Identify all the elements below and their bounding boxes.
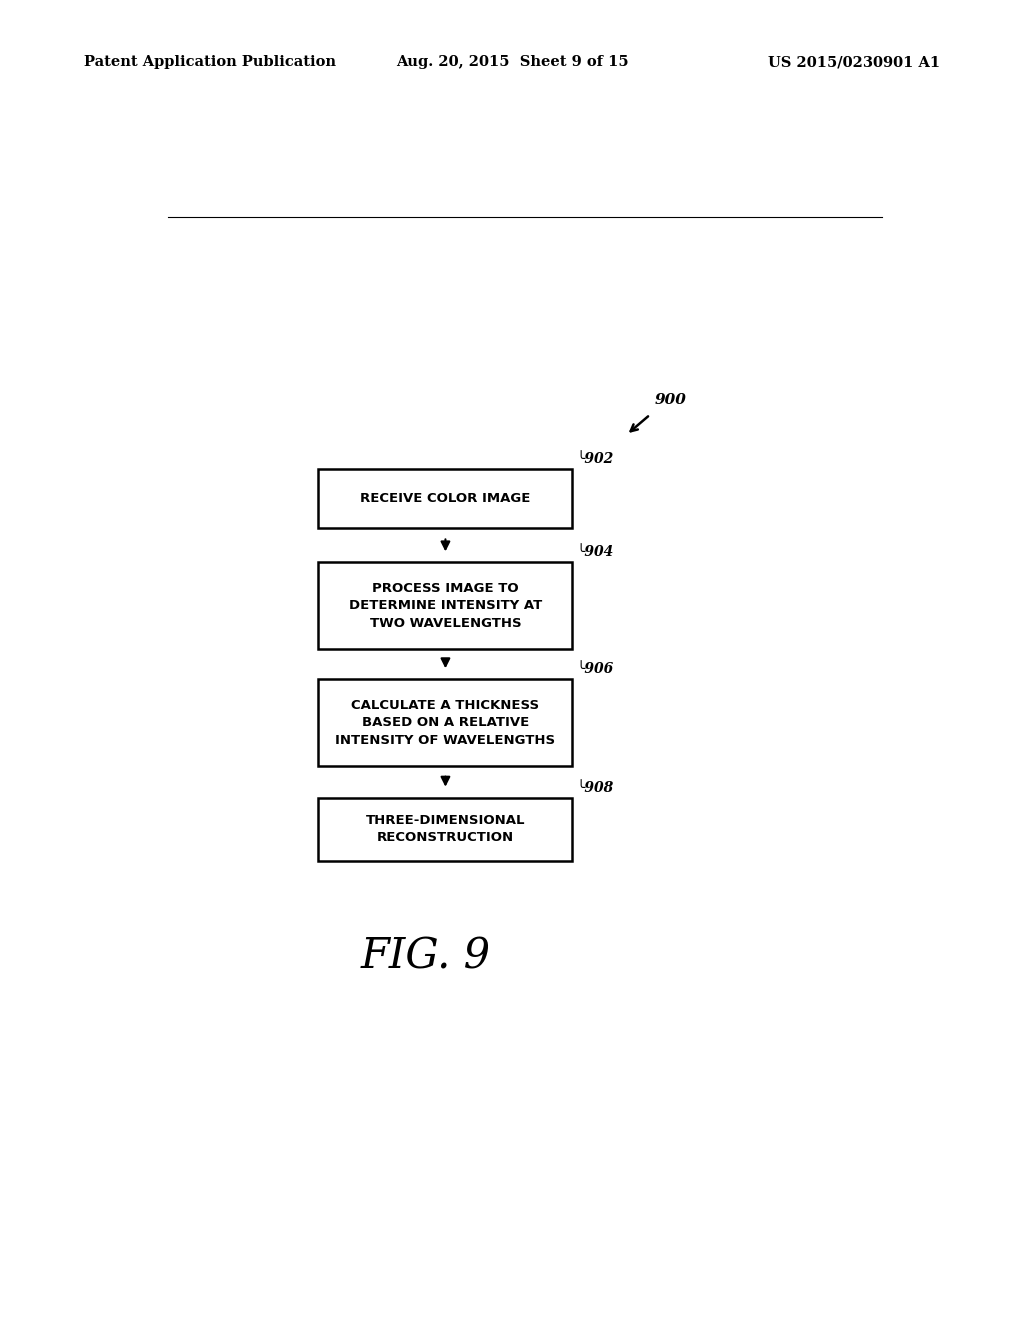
- Text: THREE-DIMENSIONAL
RECONSTRUCTION: THREE-DIMENSIONAL RECONSTRUCTION: [366, 814, 525, 845]
- Bar: [318, 562, 572, 649]
- Text: Patent Application Publication: Patent Application Publication: [84, 55, 336, 70]
- Text: ╰902: ╰902: [577, 453, 613, 466]
- Text: US 2015/0230901 A1: US 2015/0230901 A1: [768, 55, 940, 70]
- Text: FIG. 9: FIG. 9: [360, 936, 490, 977]
- Bar: [318, 797, 572, 861]
- Text: 900: 900: [654, 393, 686, 408]
- Bar: [318, 470, 572, 528]
- Text: Aug. 20, 2015  Sheet 9 of 15: Aug. 20, 2015 Sheet 9 of 15: [395, 55, 629, 70]
- Text: CALCULATE A THICKNESS
BASED ON A RELATIVE
INTENSITY OF WAVELENGTHS: CALCULATE A THICKNESS BASED ON A RELATIV…: [336, 698, 555, 747]
- Bar: [318, 680, 572, 766]
- Text: PROCESS IMAGE TO
DETERMINE INTENSITY AT
TWO WAVELENGTHS: PROCESS IMAGE TO DETERMINE INTENSITY AT …: [349, 582, 542, 630]
- Text: ╰906: ╰906: [577, 663, 613, 676]
- Text: RECEIVE COLOR IMAGE: RECEIVE COLOR IMAGE: [360, 492, 530, 506]
- Text: ╰904: ╰904: [577, 545, 613, 560]
- Text: ╰908: ╰908: [577, 780, 613, 795]
